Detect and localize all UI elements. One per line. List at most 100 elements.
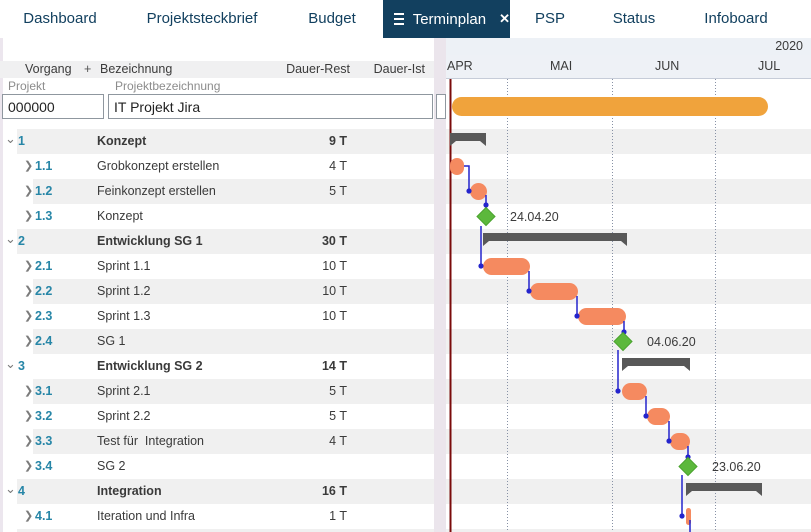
task-table-rows: ⌄ 1 Konzept 9 T ❯ 1.1 Grobkonzept erstellen 4 T… <box>0 129 434 532</box>
tab-terminplan-active[interactable]: Terminplan ✕ <box>383 0 510 38</box>
task-row-2.3[interactable]: ❯ 2.3 Sprint 1.3 10 T <box>0 304 434 329</box>
task-row-4[interactable]: ⌄ 4 Integration 16 T <box>0 479 434 504</box>
task-number: 2 <box>18 234 25 248</box>
projekt-name-input[interactable] <box>108 94 433 119</box>
collapse-icon[interactable]: ⌄ <box>5 231 16 246</box>
task-row-3.1[interactable]: ❯ 3.1 Sprint 2.1 5 T <box>0 379 434 404</box>
task-name: Entwicklung SG 2 <box>97 359 203 373</box>
expand-icon[interactable]: ❯ <box>24 260 34 272</box>
expand-icon[interactable]: ❯ <box>24 210 34 222</box>
projekt-nr-input[interactable] <box>2 94 104 119</box>
task-name: Integration <box>97 484 162 498</box>
task-number: 4.1 <box>35 509 53 523</box>
gantt-month-band: APR MAI JUN JUL <box>446 55 811 79</box>
milestone-1.3[interactable] <box>476 206 496 227</box>
expand-icon[interactable]: ❯ <box>24 510 34 522</box>
task-bar-3.3[interactable] <box>670 433 690 450</box>
close-tab-icon[interactable]: ✕ <box>499 11 510 26</box>
tab-dashboard[interactable]: Dashboard <box>23 10 97 27</box>
month-label-mai: MAI <box>550 59 573 73</box>
col-header-dauer-ist[interactable]: Dauer-Ist <box>373 62 425 76</box>
task-number: 2.1 <box>35 259 53 273</box>
expand-icon[interactable]: ❯ <box>24 435 34 447</box>
tab-psp[interactable]: PSP <box>534 10 566 27</box>
gantt-row-stripe <box>446 429 811 454</box>
task-bar-2.1[interactable] <box>483 258 530 275</box>
collapse-icon[interactable]: ⌄ <box>5 481 16 496</box>
summary-bar-3[interactable] <box>622 358 690 371</box>
task-row-1.1[interactable]: ❯ 1.1 Grobkonzept erstellen 4 T <box>0 154 434 179</box>
expand-icon[interactable]: ❯ <box>24 335 34 347</box>
task-name: Sprint 1.1 <box>97 259 151 273</box>
task-row-3.2[interactable]: ❯ 3.2 Sprint 2.2 5 T <box>0 404 434 429</box>
summary-bar-2[interactable] <box>483 233 627 246</box>
task-duration-rest: 10 T <box>322 284 347 298</box>
task-row-4.1[interactable]: ❯ 4.1 Iteration und Infra 1 T <box>0 504 434 529</box>
task-number: 4 <box>18 484 25 498</box>
collapse-icon[interactable]: ⌄ <box>5 131 16 146</box>
task-number: 3 <box>18 359 25 373</box>
expand-icon[interactable]: ❯ <box>24 285 34 297</box>
tab-status[interactable]: Status <box>612 10 656 27</box>
summary-bar-4[interactable] <box>686 483 762 496</box>
task-duration-rest: 30 T <box>321 234 347 248</box>
task-duration-rest: 5 T <box>329 184 347 198</box>
tab-projektsteckbrief[interactable]: Projektsteckbrief <box>146 10 258 27</box>
gantt-row-stripe <box>446 529 811 532</box>
task-duration-rest: 5 T <box>329 409 347 423</box>
expand-icon[interactable]: ❯ <box>24 185 34 197</box>
project-summary-bar[interactable] <box>452 97 768 116</box>
connector-dot <box>478 263 484 269</box>
task-row-3[interactable]: ⌄ 3 Entwicklung SG 2 14 T <box>0 354 434 379</box>
task-row-2.1[interactable]: ❯ 2.1 Sprint 1.1 10 T <box>0 254 434 279</box>
row-stripe <box>17 129 434 154</box>
milestone-date-label: 23.06.20 <box>712 460 761 474</box>
task-row-2[interactable]: ⌄ 2 Entwicklung SG 1 30 T <box>0 229 434 254</box>
projekt-overflow-input[interactable] <box>436 94 446 119</box>
task-row-2.4[interactable]: ❯ 2.4 SG 1 <box>0 329 434 354</box>
active-tab-label: Terminplan <box>412 10 487 28</box>
expand-icon[interactable]: ❯ <box>24 160 34 172</box>
tab-budget[interactable]: Budget <box>308 10 356 27</box>
task-row-3.3[interactable]: ❯ 3.3 Test für Integration 4 T <box>0 429 434 454</box>
menu-icon[interactable] <box>394 10 404 28</box>
expand-icon[interactable]: ❯ <box>24 310 34 322</box>
task-name: Grobkonzept erstellen <box>97 159 220 173</box>
task-row-1.2[interactable]: ❯ 1.2 Feinkonzept erstellen 5 T <box>0 179 434 204</box>
milestone-2.4[interactable] <box>613 331 633 352</box>
tab-infoboard[interactable]: Infoboard <box>704 10 768 27</box>
task-row-1.3[interactable]: ❯ 1.3 Konzept <box>0 204 434 229</box>
expand-icon[interactable]: ❯ <box>24 460 34 472</box>
expand-icon[interactable]: ❯ <box>24 410 34 422</box>
add-column-button[interactable]: + <box>84 62 92 76</box>
task-name: Iteration und Infra <box>97 509 195 523</box>
pane-splitter[interactable] <box>434 38 446 532</box>
connector-dot <box>574 313 580 319</box>
task-bar-1.1[interactable] <box>450 158 464 175</box>
col-header-vorgang[interactable]: Vorgang <box>25 62 72 76</box>
milestone-3.4[interactable] <box>678 456 698 477</box>
task-number: 2.2 <box>35 284 53 298</box>
task-bar-2.2[interactable] <box>530 283 578 300</box>
gantt-row-stripe <box>446 179 811 204</box>
task-number: 2.3 <box>35 309 53 323</box>
task-bar-1.2[interactable] <box>470 183 487 200</box>
task-duration-rest: 5 T <box>329 384 347 398</box>
task-row-2.2[interactable]: ❯ 2.2 Sprint 1.2 10 T <box>0 279 434 304</box>
expand-icon[interactable]: ❯ <box>24 385 34 397</box>
task-name: Test für Integration <box>97 434 205 448</box>
task-bar-2.3[interactable] <box>578 308 626 325</box>
connector-dot <box>615 388 621 394</box>
task-row-3.4[interactable]: ❯ 3.4 SG 2 <box>0 454 434 479</box>
collapse-icon[interactable]: ⌄ <box>5 356 16 371</box>
task-duration-rest: 10 T <box>322 259 347 273</box>
row-stripe <box>17 479 434 504</box>
task-duration-rest: 10 T <box>322 309 347 323</box>
summary-bar-1[interactable] <box>450 133 486 146</box>
task-row-1[interactable]: ⌄ 1 Konzept 9 T <box>0 129 434 154</box>
left-scrollbar-strip[interactable] <box>0 38 3 532</box>
col-header-dauer-rest[interactable]: Dauer-Rest <box>286 62 350 76</box>
task-bar-3.1[interactable] <box>622 383 647 400</box>
col-header-bezeichnung[interactable]: Bezeichnung <box>100 62 173 76</box>
task-bar-3.2[interactable] <box>647 408 670 425</box>
